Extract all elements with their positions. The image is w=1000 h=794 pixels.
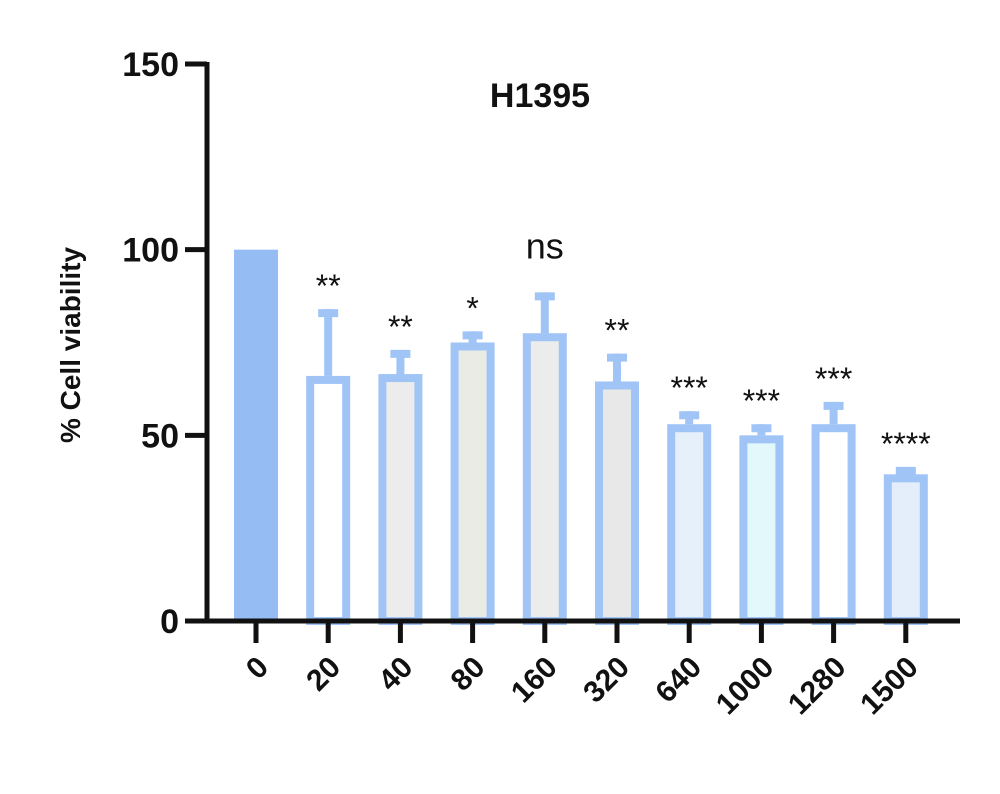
x-tick-label-160: 160 [505,651,564,710]
significance-label-40: ** [388,309,413,345]
significance-label-1280: *** [815,361,852,397]
y-tick-label-50: 50 [141,417,179,455]
x-tick-label-640: 640 [649,651,708,710]
bar-1500 [883,474,928,625]
x-tick-label-1000: 1000 [710,651,781,722]
x-tick-label-40: 40 [372,651,419,698]
bar-40 [378,374,423,625]
bar-0 [234,249,278,621]
significance-label-320: ** [605,313,630,349]
significance-label-640: *** [671,370,708,406]
x-tick-label-80: 80 [445,651,492,698]
x-tick-label-1280: 1280 [782,651,853,722]
y-tick-label-150: 150 [122,46,179,84]
bar-320 [595,381,639,625]
significance-label-1500: **** [881,426,931,462]
significance-label-1000: *** [743,383,780,419]
significance-label-20: ** [316,268,341,304]
significance-label-160: ns [526,225,564,266]
bars-group [234,249,928,626]
x-tick-label-1500: 1500 [854,651,925,722]
significance-label-80: * [466,290,478,326]
bar-20 [306,375,351,626]
y-axis-label: % Cell viability [55,247,86,443]
y-tick-label-0: 0 [160,603,179,641]
y-tick-label-100: 100 [122,232,179,270]
x-tick-label-0: 0 [240,651,275,686]
bar-160 [522,333,567,625]
bar-1000 [739,435,784,626]
bar-80 [450,342,495,625]
bar-1280 [811,424,856,625]
x-tick-label-320: 320 [577,651,636,710]
bar-640 [667,424,712,625]
x-tick-label-20: 20 [300,651,347,698]
chart-title: H1395 [490,77,590,115]
